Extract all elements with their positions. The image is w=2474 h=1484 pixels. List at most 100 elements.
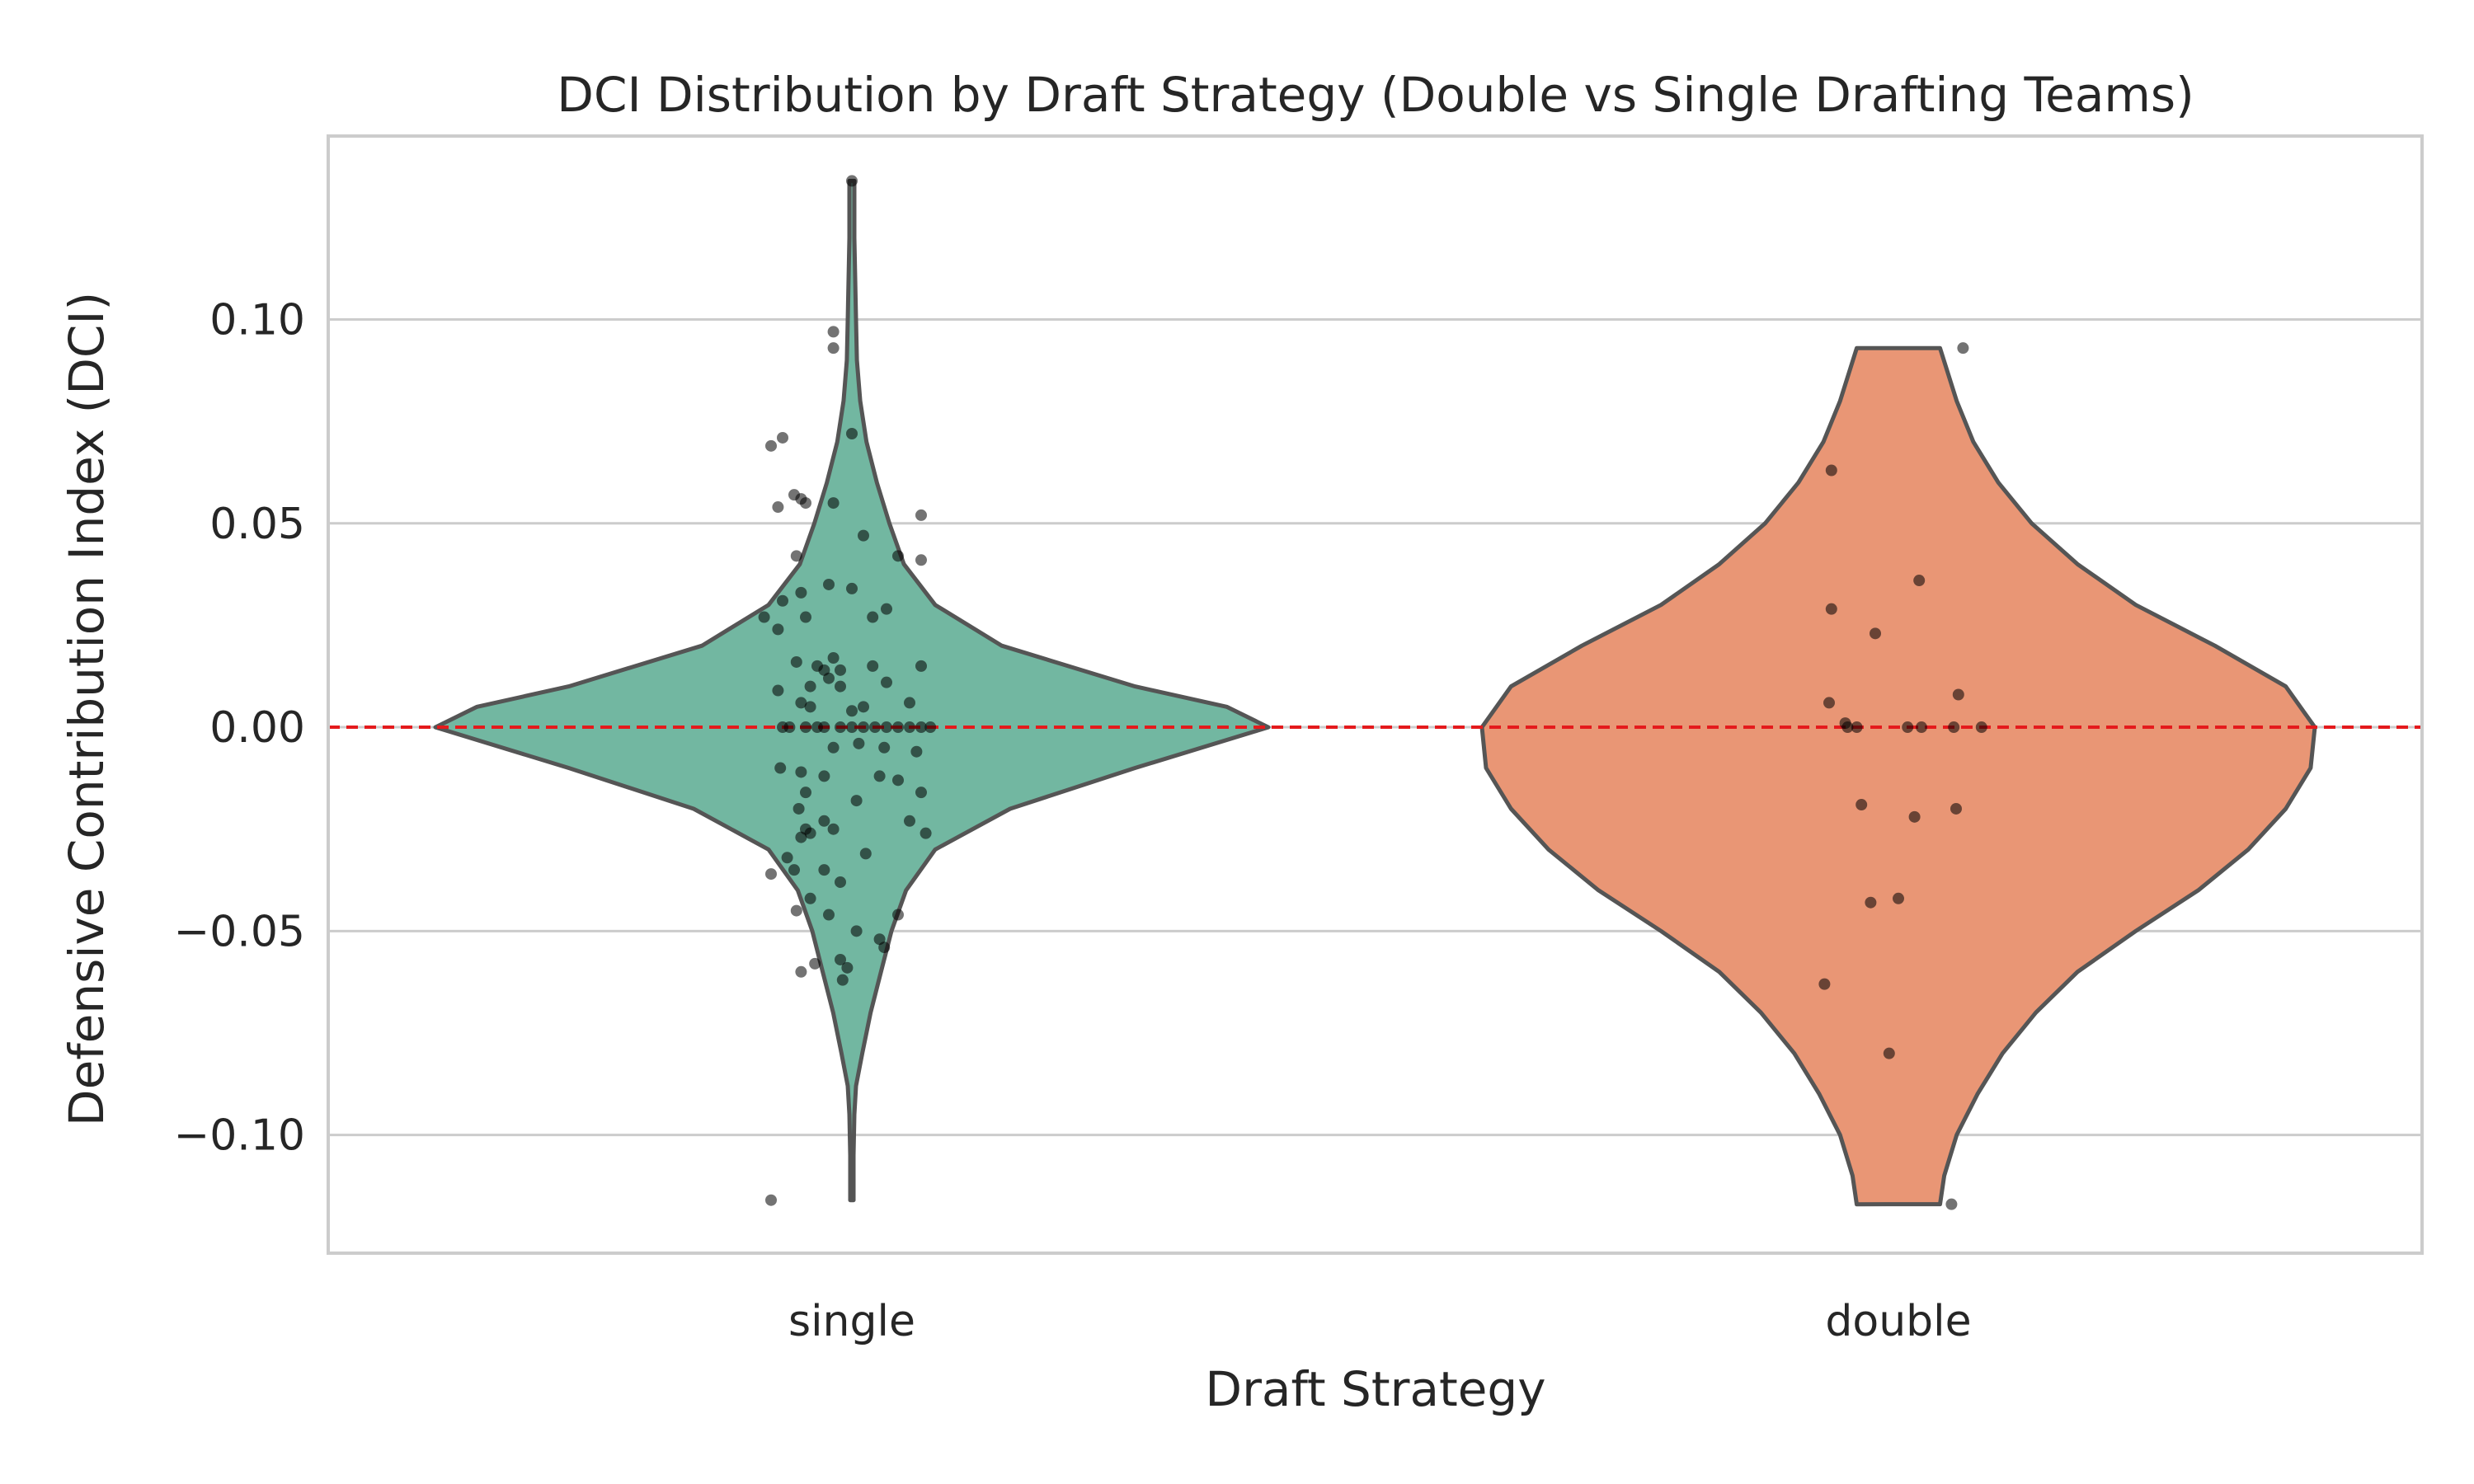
- violin-single: [433, 178, 1271, 1203]
- data-point-double: [1893, 892, 1904, 904]
- data-point-single: [859, 848, 872, 860]
- data-point-single: [904, 815, 915, 827]
- data-point-single: [835, 876, 846, 888]
- data-point-double: [1818, 978, 1831, 990]
- data-point-single: [795, 965, 807, 978]
- data-point-single: [846, 705, 858, 717]
- data-point-double: [1908, 810, 1921, 823]
- data-point-double: [1865, 896, 1877, 909]
- data-point-single: [846, 582, 858, 594]
- data-point-single: [772, 684, 784, 697]
- x-tick-label-single: single: [788, 1297, 915, 1346]
- data-point-double: [1851, 721, 1863, 734]
- data-point-single: [795, 831, 807, 843]
- data-point-single: [915, 660, 927, 672]
- data-point-single: [758, 611, 770, 623]
- data-point-single: [904, 697, 915, 709]
- data-point-single: [878, 942, 891, 954]
- data-point-single: [904, 721, 915, 734]
- data-point-double: [1952, 688, 1964, 701]
- data-point-single: [788, 864, 800, 876]
- data-point-single: [783, 721, 796, 734]
- y-tick-label: 0.00: [209, 703, 305, 753]
- data-point-single: [772, 501, 784, 514]
- data-point-single: [790, 655, 802, 668]
- data-point-single: [867, 660, 879, 672]
- data-point-single: [873, 770, 886, 782]
- data-point-single: [795, 586, 807, 599]
- data-point-single: [910, 745, 923, 758]
- data-point-single: [915, 509, 927, 521]
- data-point-single: [765, 439, 777, 452]
- data-point-single: [915, 721, 927, 734]
- data-point-single: [915, 554, 927, 566]
- data-point-double: [1902, 721, 1914, 734]
- data-point-single: [881, 676, 892, 688]
- data-point-single: [846, 428, 858, 440]
- data-point-single: [772, 623, 784, 636]
- data-point-single: [795, 766, 807, 778]
- plot-frame: [327, 134, 2424, 1255]
- data-point-single: [777, 594, 788, 607]
- data-point-single: [846, 721, 858, 734]
- data-point-single: [793, 802, 805, 815]
- data-point-single: [823, 672, 835, 684]
- data-point-single: [790, 904, 802, 917]
- y-axis-label: Defensive Contribution Index (DCI): [59, 292, 115, 1126]
- data-point-single: [835, 680, 846, 693]
- y-tick-label: −0.10: [174, 1111, 305, 1161]
- data-point-single: [915, 787, 927, 799]
- data-point-single: [892, 721, 904, 734]
- data-point-single: [858, 721, 869, 734]
- data-point-single: [835, 664, 846, 676]
- data-point-single: [777, 431, 788, 444]
- data-point-single: [827, 651, 840, 664]
- data-point-single: [818, 815, 830, 827]
- data-point-single: [809, 957, 821, 970]
- violin-double: [1479, 345, 2317, 1207]
- x-axis-label: Draft Strategy: [1205, 1361, 1545, 1417]
- data-point-single: [800, 497, 811, 510]
- y-tick-labels: 0.10 0.05 0.00 −0.05 −0.10: [174, 296, 305, 1161]
- data-point-single: [924, 721, 937, 734]
- data-point-single: [858, 529, 869, 542]
- data-point-single: [850, 795, 863, 807]
- data-point-single: [878, 741, 891, 754]
- data-point-single: [818, 721, 830, 734]
- data-point-single: [850, 925, 863, 937]
- data-point-single: [869, 721, 881, 734]
- data-point-single: [846, 175, 858, 187]
- data-point-double: [1975, 721, 1987, 734]
- data-point-single: [892, 909, 904, 921]
- data-point-single: [835, 953, 846, 965]
- data-point-double: [1948, 721, 1960, 734]
- data-point-single: [795, 697, 807, 709]
- data-point-single: [823, 909, 835, 921]
- data-point-double: [1957, 342, 1969, 355]
- data-point-double: [1950, 802, 1962, 815]
- data-point-single: [827, 342, 840, 355]
- data-point-double: [1841, 721, 1854, 734]
- data-point-double: [1856, 799, 1868, 811]
- x-tick-label-double: double: [1825, 1297, 1971, 1346]
- data-point-single: [774, 762, 787, 774]
- data-point-single: [835, 721, 846, 734]
- data-point-double: [1883, 1047, 1895, 1059]
- x-tick-labels: single double: [788, 1297, 1972, 1346]
- data-point-double: [1825, 464, 1837, 477]
- data-point-single: [804, 680, 816, 693]
- data-point-single: [790, 550, 802, 562]
- data-point-double: [1916, 721, 1927, 734]
- data-point-single: [827, 497, 840, 510]
- data-point-single: [827, 741, 840, 754]
- data-point-single: [853, 737, 865, 749]
- data-point-single: [800, 787, 811, 799]
- data-point-single: [800, 611, 811, 623]
- data-point-single: [858, 701, 869, 713]
- data-point-double: [1913, 575, 1926, 587]
- data-points: [758, 175, 1987, 1210]
- data-point-double: [1945, 1198, 1958, 1210]
- chart-title: DCI Distribution by Draft Strategy (Doub…: [557, 67, 2194, 123]
- data-point-single: [804, 827, 816, 839]
